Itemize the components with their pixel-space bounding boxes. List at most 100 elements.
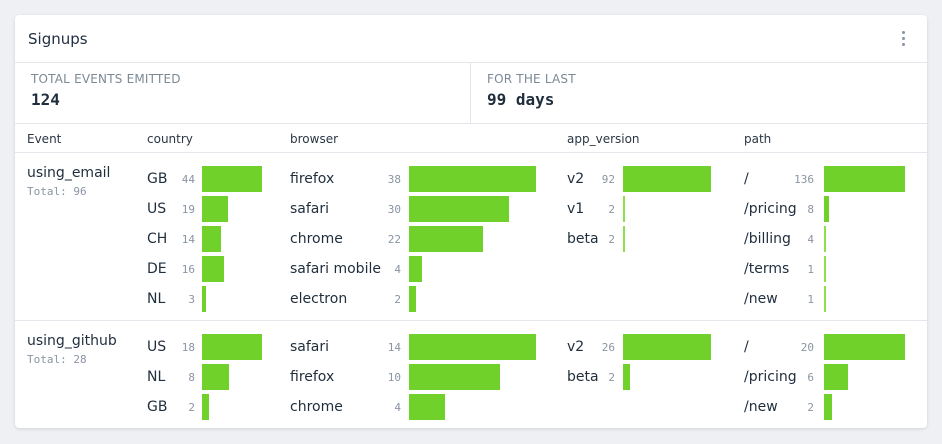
country-row[interactable]: CH 14 bbox=[147, 226, 266, 252]
path-label: /terms bbox=[744, 261, 790, 277]
app-version-row[interactable]: beta 2 bbox=[567, 226, 715, 252]
app-version-label: v1 bbox=[567, 201, 585, 217]
country-count: 14 bbox=[181, 232, 195, 246]
app-version-label: beta bbox=[567, 369, 599, 385]
app-version-bar bbox=[623, 364, 630, 390]
app-version-row[interactable]: beta 2 bbox=[567, 364, 715, 390]
browser-row[interactable]: firefox 38 bbox=[290, 166, 540, 192]
country-row[interactable]: NL 8 bbox=[147, 364, 266, 390]
path-row[interactable]: /pricing 8 bbox=[744, 196, 909, 222]
path-count: 4 bbox=[807, 232, 814, 246]
browser-bar bbox=[409, 166, 536, 192]
browser-row[interactable]: electron 2 bbox=[290, 286, 540, 312]
kebab-menu-icon[interactable] bbox=[896, 27, 911, 50]
country-label: GB bbox=[147, 171, 168, 187]
country-label: US bbox=[147, 201, 167, 217]
country-row[interactable]: NL 3 bbox=[147, 286, 266, 312]
browser-label: electron bbox=[290, 291, 348, 307]
browser-bar bbox=[409, 256, 422, 282]
browser-label: chrome bbox=[290, 231, 343, 247]
stat-total-events: TOTAL EVENTS EMITTED 124 bbox=[15, 63, 471, 123]
country-bar bbox=[202, 196, 228, 222]
country-row[interactable]: US 18 bbox=[147, 334, 266, 360]
browser-count: 14 bbox=[387, 340, 401, 354]
path-count: 2 bbox=[807, 400, 814, 414]
country-bar bbox=[202, 256, 224, 282]
browser-bar bbox=[409, 226, 483, 252]
browser-row[interactable]: chrome 4 bbox=[290, 394, 540, 420]
country-row[interactable]: GB 44 bbox=[147, 166, 266, 192]
browser-label: firefox bbox=[290, 369, 335, 385]
path-bar bbox=[824, 256, 826, 282]
path-bar bbox=[824, 166, 905, 192]
browser-bar bbox=[409, 334, 536, 360]
path-row[interactable]: / 20 bbox=[744, 334, 909, 360]
path-row[interactable]: /billing 4 bbox=[744, 226, 909, 252]
browser-label: chrome bbox=[290, 399, 343, 415]
country-bar bbox=[202, 226, 221, 252]
browser-row[interactable]: firefox 10 bbox=[290, 364, 540, 390]
country-label: CH bbox=[147, 231, 168, 247]
browser-count: 30 bbox=[387, 202, 401, 216]
path-bar bbox=[824, 196, 829, 222]
app-version-row[interactable]: v2 92 bbox=[567, 166, 715, 192]
app-version-count: 2 bbox=[608, 202, 615, 216]
browser-row[interactable]: chrome 22 bbox=[290, 226, 540, 252]
browser-label: safari bbox=[290, 339, 330, 355]
stat-value: 99 days bbox=[487, 90, 555, 109]
event-group: using_email Total: 96 GB 44 US 19 CH 14 DE 16 NL… bbox=[15, 153, 927, 321]
browser-label: safari bbox=[290, 201, 330, 217]
event-group: using_github Total: 28 US 18 NL 8 GB 2 safari 1… bbox=[15, 321, 927, 427]
card-title: Signups bbox=[28, 29, 88, 48]
column-header-path: path bbox=[744, 132, 772, 146]
app-version-count: 92 bbox=[601, 172, 615, 186]
event-name: using_email bbox=[27, 165, 111, 181]
stat-label: TOTAL EVENTS EMITTED bbox=[31, 72, 181, 86]
path-label: /billing bbox=[744, 231, 791, 247]
country-row[interactable]: DE 16 bbox=[147, 256, 266, 282]
browser-bar bbox=[409, 364, 500, 390]
country-bar bbox=[202, 334, 262, 360]
country-label: DE bbox=[147, 261, 167, 277]
signups-card: Signups TOTAL EVENTS EMITTED 124 FOR THE… bbox=[15, 15, 927, 428]
stats-bar: TOTAL EVENTS EMITTED 124 FOR THE LAST 99… bbox=[15, 63, 927, 124]
browser-row[interactable]: safari 30 bbox=[290, 196, 540, 222]
path-bar bbox=[824, 364, 848, 390]
stat-time-range: FOR THE LAST 99 days bbox=[471, 63, 576, 123]
column-header-app-version: app_version bbox=[567, 132, 640, 146]
browser-row[interactable]: safari 14 bbox=[290, 334, 540, 360]
country-label: NL bbox=[147, 369, 166, 385]
browser-count: 10 bbox=[387, 370, 401, 384]
app-version-row[interactable]: v1 2 bbox=[567, 196, 715, 222]
app-version-row[interactable]: v2 26 bbox=[567, 334, 715, 360]
path-row[interactable]: /new 1 bbox=[744, 286, 909, 312]
path-bar bbox=[824, 226, 826, 252]
path-label: / bbox=[744, 339, 749, 355]
browser-row[interactable]: safari mobile 4 bbox=[290, 256, 540, 282]
app-version-label: beta bbox=[567, 231, 599, 247]
country-bar bbox=[202, 364, 229, 390]
app-version-label: v2 bbox=[567, 339, 585, 355]
app-version-count: 26 bbox=[601, 340, 615, 354]
path-count: 6 bbox=[807, 370, 814, 384]
column-header-browser: browser bbox=[290, 132, 339, 146]
country-count: 44 bbox=[181, 172, 195, 186]
path-row[interactable]: /terms 1 bbox=[744, 256, 909, 282]
path-row[interactable]: /pricing 6 bbox=[744, 364, 909, 390]
path-row[interactable]: /new 2 bbox=[744, 394, 909, 420]
path-row[interactable]: / 136 bbox=[744, 166, 909, 192]
path-count: 1 bbox=[807, 292, 814, 306]
country-bar bbox=[202, 394, 209, 420]
country-row[interactable]: GB 2 bbox=[147, 394, 266, 420]
country-count: 8 bbox=[188, 370, 195, 384]
card-header: Signups bbox=[15, 15, 927, 63]
path-label: /pricing bbox=[744, 369, 797, 385]
browser-count: 4 bbox=[394, 262, 401, 276]
browser-count: 4 bbox=[394, 400, 401, 414]
country-row[interactable]: US 19 bbox=[147, 196, 266, 222]
browser-bar bbox=[409, 286, 416, 312]
column-header-event: Event bbox=[27, 132, 62, 146]
column-header-country: country bbox=[147, 132, 193, 146]
path-count: 20 bbox=[800, 340, 814, 354]
browser-bar bbox=[409, 394, 445, 420]
